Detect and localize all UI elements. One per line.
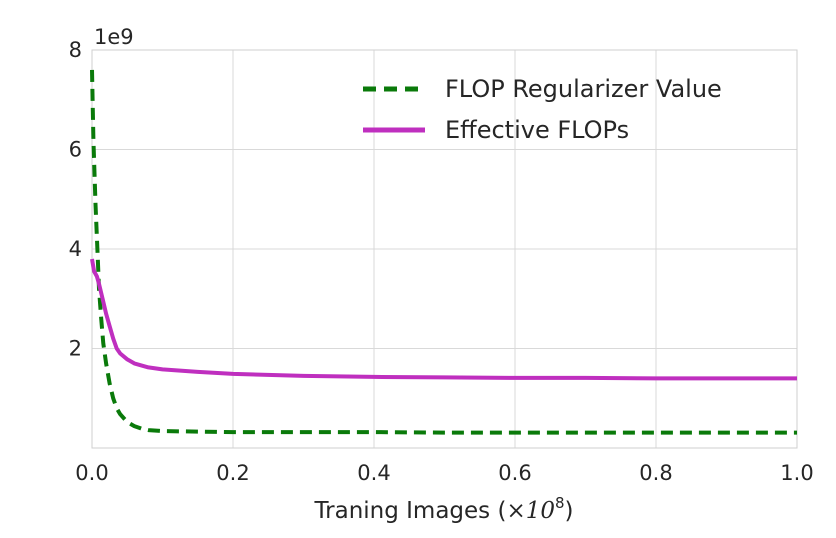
- x-axis-label-exponent: 8: [555, 494, 565, 512]
- series-layer: [90, 69, 797, 435]
- x-tick-label: 0.8: [639, 461, 672, 485]
- series-line-flop-regularizer: [90, 69, 797, 435]
- x-axis-label-times: ×10: [506, 498, 555, 524]
- y-tick-label: 8: [69, 38, 82, 62]
- x-axis-label-close: ): [565, 498, 574, 524]
- legend-label-flop-regularizer: FLOP Regularizer Value: [445, 75, 722, 103]
- x-tick-label: 0.2: [216, 461, 249, 485]
- x-tick-labels: 0.0 0.2 0.4 0.6 0.8 1.0: [75, 461, 813, 485]
- y-offset-label: 1e9: [94, 25, 134, 49]
- y-tick-label: 4: [69, 237, 82, 261]
- x-tick-label: 0.6: [498, 461, 531, 485]
- y-tick-labels: 2 4 6 8: [69, 38, 82, 361]
- x-tick-label: 0.4: [357, 461, 390, 485]
- x-axis-label: Traning Images (×108): [313, 494, 573, 524]
- legend: FLOP Regularizer Value Effective FLOPs: [363, 75, 722, 144]
- x-tick-label: 0.0: [75, 461, 108, 485]
- x-axis-label-main: Traning Images (: [313, 498, 506, 524]
- legend-label-effective-flops: Effective FLOPs: [445, 116, 629, 144]
- y-tick-label: 2: [69, 337, 82, 361]
- x-tick-label: 1.0: [780, 461, 813, 485]
- series-line-effective-flops: [90, 258, 797, 381]
- plot-frame: [91, 49, 798, 449]
- y-tick-label: 6: [69, 138, 82, 162]
